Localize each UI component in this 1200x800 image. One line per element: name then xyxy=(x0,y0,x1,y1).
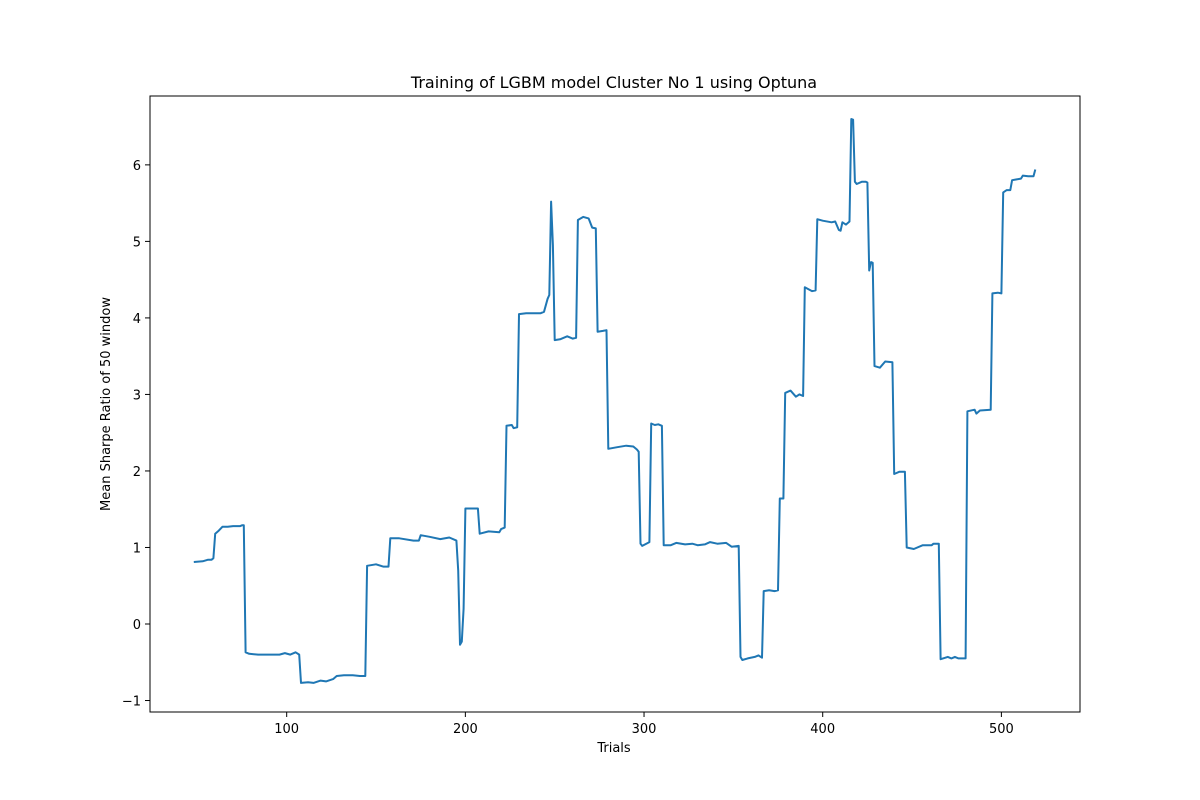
x-axis-label: Trials xyxy=(596,741,631,756)
x-tick-label-300: 300 xyxy=(632,722,657,737)
y-tick-label-6: 6 xyxy=(133,159,141,174)
y-tick-label-3: 3 xyxy=(133,388,141,403)
y-tick-label-2: 2 xyxy=(133,465,141,480)
x-tick-label-500: 500 xyxy=(989,722,1014,737)
x-tick-label-400: 400 xyxy=(810,722,835,737)
x-tick-label-100: 100 xyxy=(274,722,299,737)
chart-title: Training of LGBM model Cluster No 1 usin… xyxy=(410,73,817,92)
y-tick-label-0: 0 xyxy=(133,618,141,633)
y-tick-label-4: 4 xyxy=(133,312,141,327)
series-line-1 xyxy=(193,118,1037,684)
y-tick-label-5: 5 xyxy=(133,235,141,250)
y-axis-label: Mean Sharpe Ratio of 50 window xyxy=(99,297,114,511)
plot-frame xyxy=(149,95,1081,713)
y-tick-label-1: 1 xyxy=(133,541,141,556)
y-tick-label--1: −1 xyxy=(122,695,141,710)
x-tick-label-200: 200 xyxy=(453,722,478,737)
plot-area: 100 200 300 400 500 −1 0 1 2 3 4 5 6 xyxy=(122,95,1081,737)
